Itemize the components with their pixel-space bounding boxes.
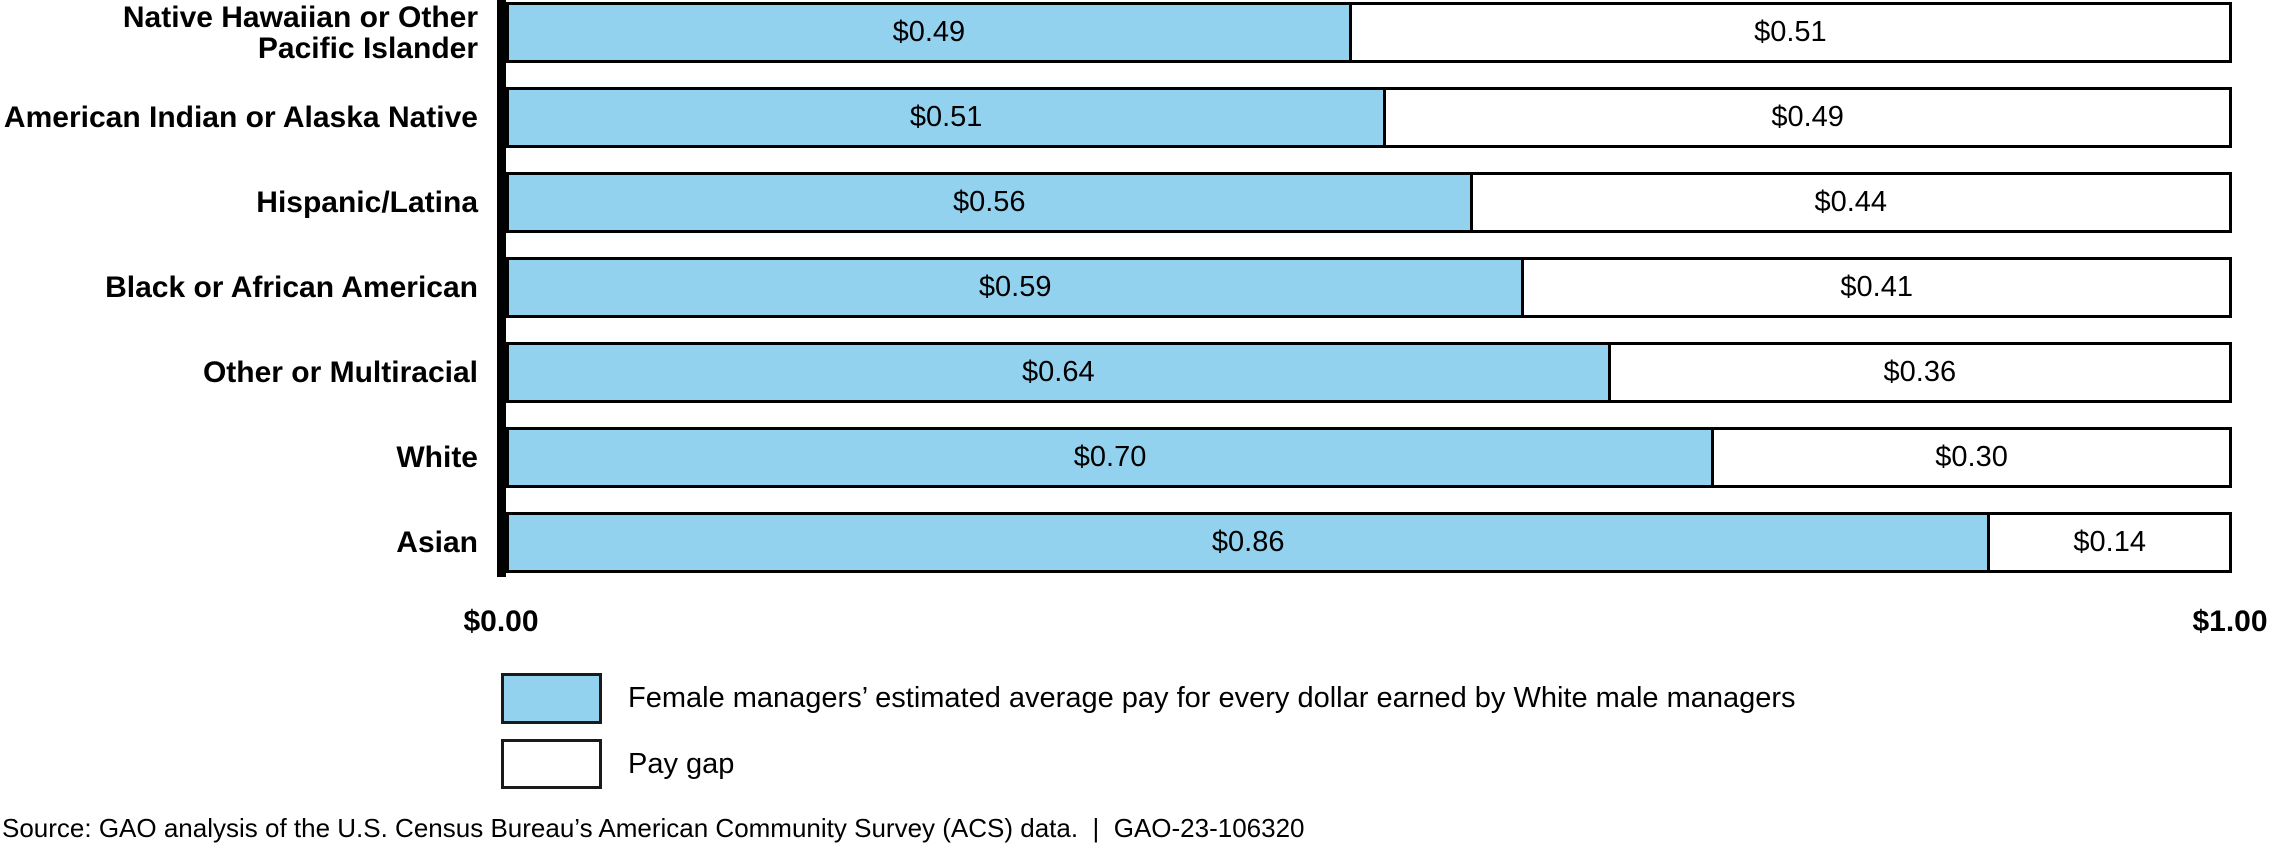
pay-value-label: $0.59 xyxy=(978,271,1052,303)
legend-swatch-pay xyxy=(501,673,602,724)
gap-value-label: $0.14 xyxy=(2073,526,2146,558)
pay-value-label: $0.64 xyxy=(1022,356,1095,388)
gap-segment: $0.49 xyxy=(1386,87,2232,148)
category-label: Black or African American xyxy=(105,271,478,304)
bar-row: $0.59 $0.41 xyxy=(506,257,2232,318)
gap-value-label: $0.51 xyxy=(1754,16,1827,48)
gap-segment: $0.30 xyxy=(1714,427,2232,488)
y-axis-line xyxy=(497,0,506,577)
pay-segment: $0.51 xyxy=(506,87,1387,148)
category-label: American Indian or Alaska Native xyxy=(3,101,478,134)
category-label: Native Hawaiian or Other Pacific Islande… xyxy=(122,0,478,65)
pay-segment: $0.59 xyxy=(506,257,1525,318)
pay-value-label: $0.56 xyxy=(952,186,1026,218)
pay-segment: $0.56 xyxy=(506,172,1473,233)
category-label: White xyxy=(396,441,478,474)
gap-segment: $0.44 xyxy=(1472,172,2232,233)
legend-label-pay: Female managers’ estimated average pay f… xyxy=(628,682,1796,714)
category-label: Asian xyxy=(396,526,478,559)
pay-segment: $0.86 xyxy=(506,512,1991,573)
category-label: Hispanic/Latina xyxy=(256,186,478,219)
gap-value-label: $0.41 xyxy=(1840,271,1913,303)
gap-value-label: $0.49 xyxy=(1771,101,1844,133)
category-label: Other or Multiracial xyxy=(202,356,478,389)
pay-segment: $0.70 xyxy=(506,427,1715,488)
bar-row: $0.49 $0.51 xyxy=(506,2,2232,63)
pay-segment: $0.49 xyxy=(506,2,1352,63)
gap-value-label: $0.30 xyxy=(1935,441,2008,473)
gap-value-label: $0.36 xyxy=(1883,356,1957,388)
bar-row: $0.70 $0.30 xyxy=(506,427,2232,488)
pay-value-label: $0.49 xyxy=(892,16,966,48)
x-axis-tick-max: $1.00 xyxy=(2192,605,2268,638)
pay-value-label: $0.70 xyxy=(1073,441,1147,473)
gap-segment: $0.36 xyxy=(1610,342,2232,403)
gap-segment: $0.14 xyxy=(1990,512,2232,573)
pay-value-label: $0.86 xyxy=(1211,526,1285,558)
x-axis-tick-min: $0.00 xyxy=(463,605,539,638)
legend-swatch-gap xyxy=(501,739,602,789)
gap-value-label: $0.44 xyxy=(1814,186,1888,218)
gap-segment: $0.51 xyxy=(1351,2,2232,63)
gap-segment: $0.41 xyxy=(1524,257,2232,318)
bar-row: $0.51 $0.49 xyxy=(506,87,2232,148)
pay-value-label: $0.51 xyxy=(909,101,983,133)
legend-label-gap: Pay gap xyxy=(628,747,735,780)
pay-segment: $0.64 xyxy=(506,342,1611,403)
bar-row: $0.86 $0.14 xyxy=(506,512,2232,573)
bar-row: $0.64 $0.36 xyxy=(506,342,2232,403)
source-note: Source: GAO analysis of the U.S. Census … xyxy=(2,813,1305,843)
bar-row: $0.56 $0.44 xyxy=(506,172,2232,233)
